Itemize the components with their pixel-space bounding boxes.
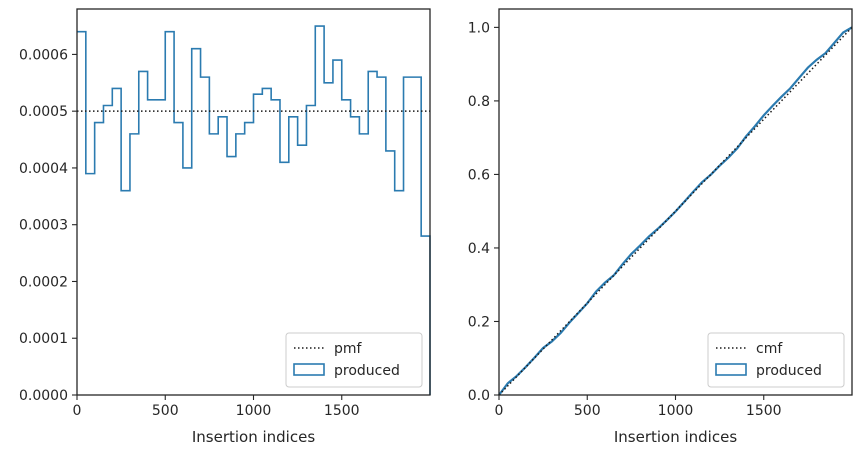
produced-cumulative-step [498, 26, 853, 396]
y-tick-label: 0.0006 [19, 47, 68, 63]
legend-box [707, 332, 845, 388]
legend-produced-label: produced [334, 363, 400, 379]
y-tick-label: 0.0003 [19, 218, 68, 234]
legend-produced-label: produced [756, 363, 822, 379]
x-tick-label: 500 [152, 403, 179, 419]
left-chart-pmf: 0 500 1000 1500 0.0000 0.0001 0.0002 0.0003 0.00… [19, 8, 431, 446]
y-tick-label: 0.0005 [19, 104, 68, 120]
legend: pmf produced [285, 332, 423, 388]
legend: cmf produced [707, 332, 845, 388]
x-tick-label: 0 [495, 403, 504, 419]
y-tick-label: 0.0 [468, 388, 490, 404]
legend-box [285, 332, 423, 388]
legend-reference-label: cmf [756, 341, 783, 357]
right-chart-cmf: 0 500 1000 1500 0.0 0.2 0.4 0.6 0.8 1.0 Insertion … [468, 8, 853, 446]
x-axis-label: Insertion indices [192, 428, 315, 446]
y-tick-label: 0.6 [468, 167, 490, 183]
legend-produced-swatch [293, 363, 325, 376]
x-axis-label: Insertion indices [614, 428, 737, 446]
y-tick-label: 0.8 [468, 94, 490, 110]
x-tick-label: 1500 [746, 403, 782, 419]
y-tick-label: 0.0000 [19, 388, 68, 404]
x-tick-label: 500 [574, 403, 601, 419]
y-tick-label: 0.4 [468, 241, 490, 257]
y-tick-label: 0.2 [468, 314, 490, 330]
y-tick-label: 0.0002 [19, 274, 68, 290]
x-tick-label: 1000 [658, 403, 694, 419]
x-tick-label: 1000 [236, 403, 272, 419]
legend-produced-swatch [715, 363, 747, 376]
y-tick-label: 0.0004 [19, 161, 68, 177]
cmf-reference-line [498, 26, 853, 396]
y-tick-label: 0.0001 [19, 331, 68, 347]
produced-histogram-step [77, 25, 431, 395]
legend-reference-label: pmf [334, 341, 363, 357]
y-tick-label: 1.0 [468, 20, 490, 36]
x-tick-label: 1500 [324, 403, 360, 419]
x-tick-label: 0 [73, 403, 82, 419]
